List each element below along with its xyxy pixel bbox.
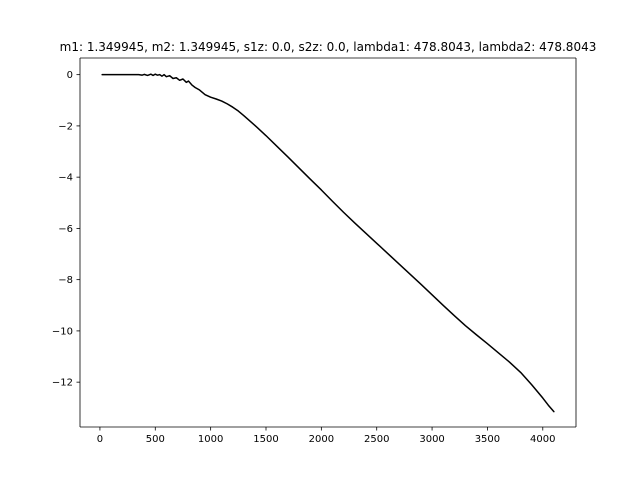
x-tick-label: 4000 [530, 434, 555, 445]
x-tick-label: 500 [146, 434, 165, 445]
plot-area: 0 500 1000 1500 2000 2500 3000 3500 4000 0 −2 −4 −6 −… [52, 57, 577, 445]
x-tick-label: 3000 [419, 434, 444, 445]
series-line-0 [101, 73, 555, 413]
x-tick-label: 0 [97, 434, 103, 445]
y-tick-label: −2 [58, 121, 73, 132]
y-tick-label: −6 [58, 224, 73, 235]
x-tick-label: 1000 [198, 434, 223, 445]
x-tick-label: 2000 [309, 434, 334, 445]
y-tick-label: −8 [58, 275, 73, 286]
x-tick-label: 2500 [364, 434, 389, 445]
y-tick-label: 0 [67, 70, 73, 81]
y-tick-label: −10 [52, 326, 73, 337]
chart-title: m1: 1.349945, m2: 1.349945, s1z: 0.0, s2… [60, 40, 597, 54]
y-tick-label: −4 [58, 173, 73, 184]
y-tick-label: −12 [52, 378, 73, 389]
x-tick-label: 1500 [253, 434, 278, 445]
x-tick-label: 3500 [475, 434, 500, 445]
